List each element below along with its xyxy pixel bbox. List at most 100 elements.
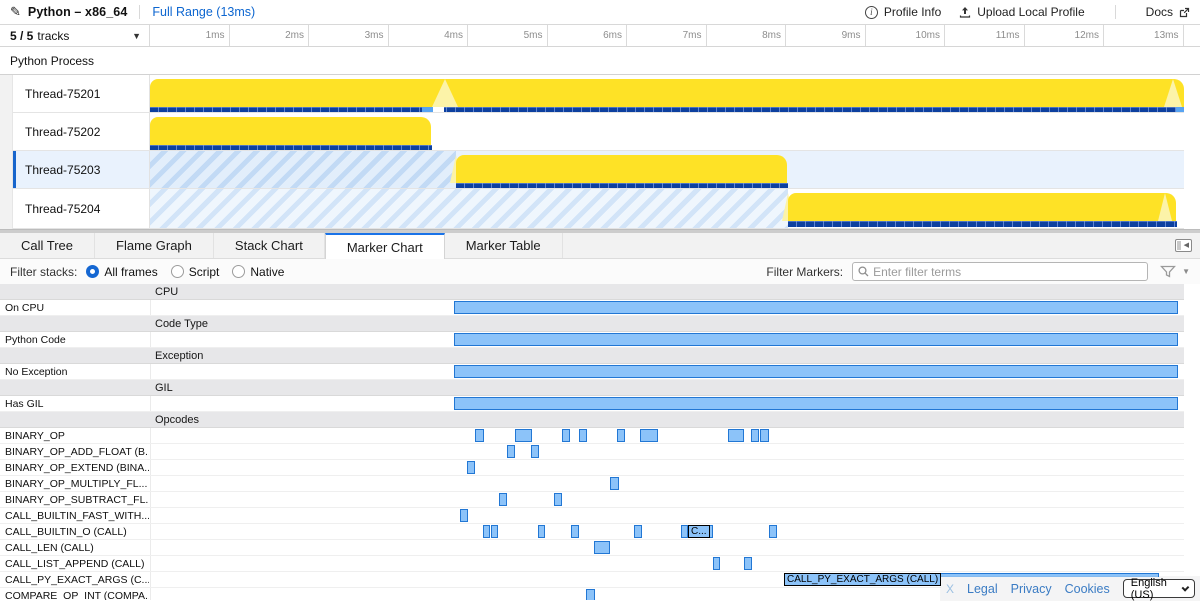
- marker[interactable]: [610, 477, 619, 490]
- marker[interactable]: [571, 525, 579, 538]
- sidebar-toggle-button[interactable]: ◀: [1175, 239, 1192, 252]
- marker-filter-input[interactable]: [873, 264, 1143, 279]
- cookie-link-legal[interactable]: Legal: [967, 581, 998, 596]
- filter-caret-icon[interactable]: ▼: [1182, 267, 1190, 276]
- marker-row-area[interactable]: [150, 476, 1184, 491]
- marker[interactable]: [579, 429, 587, 442]
- marker-row-area[interactable]: [150, 556, 1184, 571]
- marker-row-area[interactable]: C...: [150, 524, 1184, 539]
- marker[interactable]: [728, 429, 744, 442]
- track-activity-graph[interactable]: [150, 113, 1184, 150]
- marker[interactable]: [515, 429, 532, 442]
- tab-marker-chart[interactable]: Marker Chart: [324, 233, 445, 259]
- marker-row-area[interactable]: [150, 332, 1184, 347]
- track-row[interactable]: Thread-75204: [13, 189, 1184, 229]
- radio-native[interactable]: Native: [232, 265, 284, 279]
- marker[interactable]: [760, 429, 769, 442]
- marker[interactable]: [634, 525, 642, 538]
- language-select[interactable]: English (US): [1122, 577, 1195, 601]
- marker-row-label: BINARY_OP_SUBTRACT_FL...: [5, 493, 149, 506]
- track-row[interactable]: Thread-75203: [13, 151, 1184, 189]
- marker-row-area[interactable]: [150, 460, 1184, 475]
- marker[interactable]: [617, 429, 625, 442]
- cookie-link-cookies[interactable]: Cookies: [1064, 581, 1110, 596]
- tab-label: Call Tree: [21, 238, 74, 253]
- track-name[interactable]: Thread-75202: [13, 113, 150, 150]
- marker-category-header: Exception: [0, 348, 1184, 364]
- profile-info-button[interactable]: i Profile Info: [864, 5, 941, 19]
- track-activity-graph[interactable]: [150, 189, 1184, 228]
- track-name-label: Thread-75204: [25, 201, 101, 216]
- marker[interactable]: [491, 525, 498, 538]
- marker-row-label: CALL_BUILTIN_O (CALL): [5, 525, 127, 538]
- marker[interactable]: [713, 557, 720, 570]
- marker[interactable]: [454, 397, 1178, 410]
- process-header[interactable]: Python Process: [0, 47, 1200, 75]
- marker[interactable]: [531, 445, 539, 458]
- track-activity-graph[interactable]: [150, 151, 1184, 188]
- filter-funnel-icon[interactable]: [1160, 265, 1177, 278]
- marker[interactable]: [454, 301, 1178, 314]
- marker[interactable]: [681, 525, 688, 538]
- marker[interactable]: [562, 429, 570, 442]
- ruler-tick: 11ms: [945, 25, 1025, 46]
- tracks-count: 5 / 5: [10, 28, 34, 43]
- marker[interactable]: [744, 557, 752, 570]
- marker-row-area[interactable]: [150, 364, 1184, 379]
- marker-row-area[interactable]: [150, 428, 1184, 443]
- track-activity-graph[interactable]: [150, 75, 1184, 112]
- track-name[interactable]: Thread-75201: [13, 75, 150, 112]
- track-name[interactable]: Thread-75204: [13, 189, 150, 228]
- docs-link[interactable]: Docs: [1146, 5, 1190, 19]
- marker-row-area[interactable]: [150, 492, 1184, 507]
- full-range-link[interactable]: Full Range (13ms): [152, 5, 256, 19]
- marker[interactable]: [769, 525, 777, 538]
- tab-call-tree[interactable]: Call Tree: [0, 233, 96, 258]
- marker[interactable]: [538, 525, 545, 538]
- marker[interactable]: [751, 429, 759, 442]
- marker[interactable]: [475, 429, 484, 442]
- tab-stack-chart[interactable]: Stack Chart: [214, 233, 325, 258]
- cookie-link-privacy[interactable]: Privacy: [1010, 581, 1052, 596]
- marker[interactable]: [640, 429, 658, 442]
- track-name[interactable]: Thread-75203: [13, 151, 150, 188]
- tab-label: Stack Chart: [234, 238, 303, 253]
- marker[interactable]: [499, 493, 507, 506]
- marker[interactable]: [467, 461, 475, 474]
- close-icon[interactable]: X: [946, 581, 955, 596]
- ruler-ticks[interactable]: 1ms 2ms 3ms 4ms 5ms 6ms 7ms 8ms 9ms 10ms 11ms 12ms 1…: [150, 25, 1184, 46]
- marker[interactable]: [507, 445, 515, 458]
- marker-row-area[interactable]: [150, 508, 1184, 523]
- marker-row-area[interactable]: [150, 444, 1184, 459]
- marker-row: COMPARE_OP_INT (COMPA...: [0, 588, 1184, 600]
- marker[interactable]: [586, 589, 595, 600]
- marker-row-area[interactable]: [150, 588, 1184, 600]
- marker-row-area[interactable]: [150, 300, 1184, 315]
- tab-marker-table[interactable]: Marker Table: [445, 233, 563, 258]
- marker-row-area[interactable]: [150, 396, 1184, 411]
- tab-flame-graph[interactable]: Flame Graph: [95, 233, 214, 258]
- marker[interactable]: [460, 509, 468, 522]
- marker[interactable]: [483, 525, 490, 538]
- panel-splitter[interactable]: [0, 229, 1200, 233]
- marker-row-label: CALL_BUILTIN_FAST_WITH...: [5, 509, 149, 522]
- track-row[interactable]: Thread-75201: [13, 75, 1184, 113]
- search-icon: [858, 266, 869, 277]
- marker-row: BINARY_OP_ADD_FLOAT (B...: [0, 444, 1184, 460]
- marker[interactable]: [554, 493, 562, 506]
- marker[interactable]: C...: [688, 525, 713, 538]
- marker[interactable]: [454, 333, 1178, 346]
- marker-row-area[interactable]: [150, 540, 1184, 555]
- tab-label: Marker Chart: [346, 239, 423, 255]
- radio-all-frames[interactable]: All frames: [86, 265, 158, 279]
- marker-filter-searchbox[interactable]: [852, 262, 1149, 281]
- marker[interactable]: [454, 365, 1178, 378]
- marker-row: BINARY_OP: [0, 428, 1184, 444]
- track-yellow: [150, 79, 1184, 107]
- track-row[interactable]: Thread-75202: [13, 113, 1184, 151]
- edit-icon[interactable]: ✎: [10, 4, 21, 19]
- radio-script[interactable]: Script: [170, 265, 219, 279]
- tracks-visibility-dropdown[interactable]: 5 / 5 tracks ▼: [0, 25, 150, 46]
- upload-profile-button[interactable]: Upload Local Profile: [959, 5, 1085, 19]
- marker[interactable]: [594, 541, 610, 554]
